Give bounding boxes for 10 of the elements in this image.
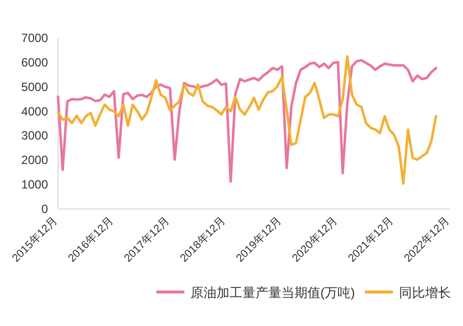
y-tick-label: 6000	[21, 55, 48, 70]
y-tick-label: 5000	[21, 80, 48, 94]
y-tick-label: 1000	[21, 178, 48, 192]
y-tick-label: 4000	[21, 104, 48, 118]
y-tick-label: 2000	[21, 153, 48, 168]
y-tick-label: 0	[41, 202, 48, 216]
legend-label: 同比增长	[399, 285, 451, 300]
y-tick-label: 3000	[21, 128, 48, 143]
legend-label: 原油加工量产量当期值(万吨)	[190, 285, 355, 300]
y-tick-label: 7000	[21, 31, 48, 45]
